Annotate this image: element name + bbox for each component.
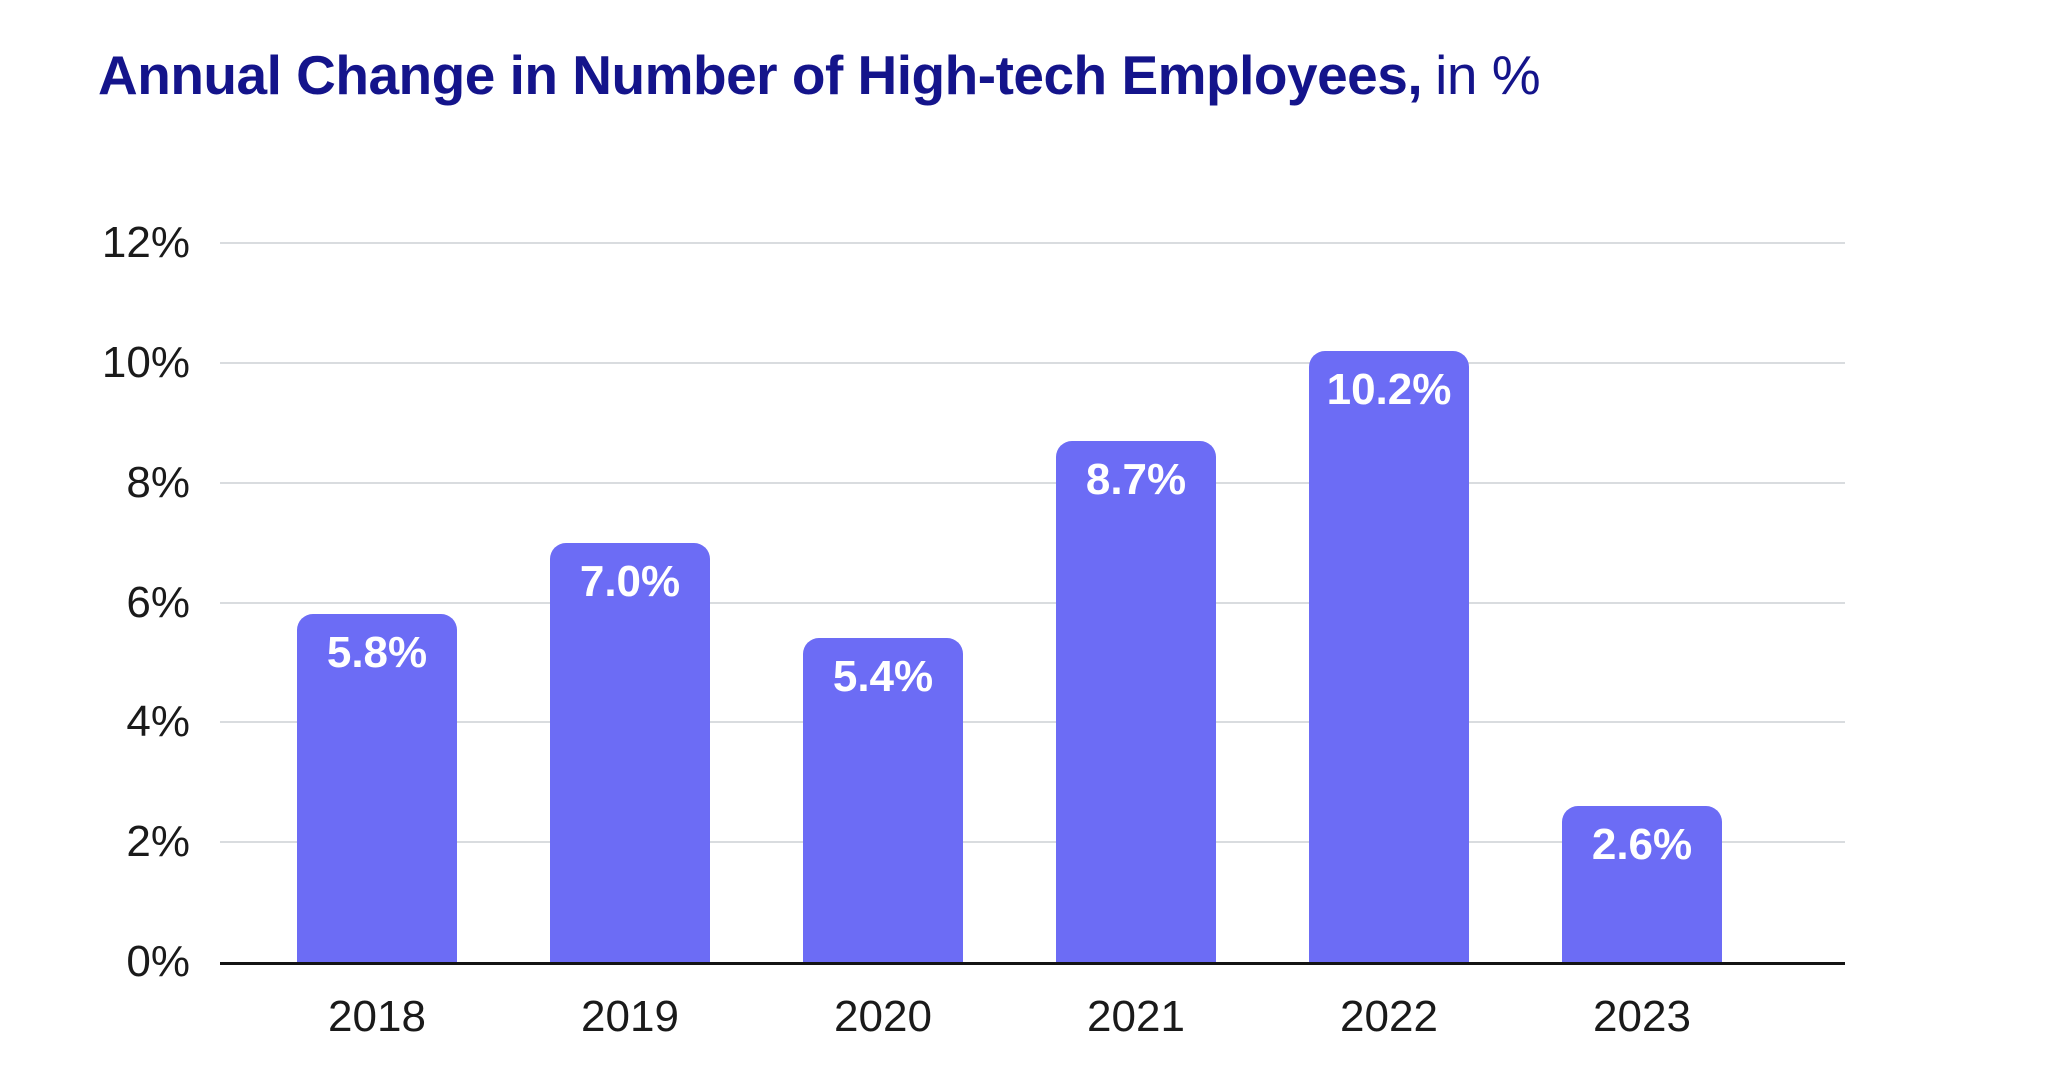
chart-title-suffix: in % — [1435, 44, 1541, 106]
x-tick-label: 2020 — [834, 992, 932, 1041]
bar-value-label: 8.7% — [1085, 454, 1187, 504]
gridline-6% — [220, 601, 1845, 604]
y-tick-label: 2% — [126, 817, 190, 867]
gridline-8% — [220, 481, 1845, 484]
bar-2023: 2.6% — [1562, 806, 1722, 962]
y-tick-label: 10% — [101, 337, 190, 387]
y-tick-label: 12% — [101, 218, 190, 267]
y-tick-label: 6% — [126, 577, 190, 627]
y-tick-label: 0% — [126, 937, 190, 986]
gridline-4% — [220, 721, 1845, 724]
chart-title: Annual Change in Number of High-tech Emp… — [98, 44, 1541, 107]
bar-2019: 7.0% — [550, 542, 710, 962]
y-tick-label: 8% — [126, 457, 190, 507]
gridline-2% — [220, 841, 1845, 844]
bar-2018: 5.8% — [297, 614, 457, 962]
bar-value-label: 5.4% — [832, 652, 934, 702]
bar-value-label: 5.8% — [326, 628, 428, 678]
gridline-12% — [220, 242, 1845, 244]
bar-2020: 5.4% — [803, 638, 963, 962]
x-tick-label: 2021 — [1087, 992, 1185, 1041]
y-tick-label: 4% — [126, 697, 190, 747]
x-tick-label: 2023 — [1593, 992, 1691, 1041]
bar-value-label: 2.6% — [1591, 820, 1693, 870]
x-tick-label: 2022 — [1340, 992, 1438, 1041]
bar-value-label: 7.0% — [579, 556, 681, 606]
x-axis: 2018 2019 2020 2021 2022 2023 — [220, 992, 1845, 1053]
x-tick-label: 2019 — [581, 992, 679, 1041]
bar-2022: 10.2% — [1309, 350, 1469, 962]
plot-area: 5.8% 7.0% 5.4% 8.7% 10.2% 2.6% — [220, 242, 1845, 965]
bar-value-label: 10.2% — [1326, 364, 1452, 414]
x-tick-label: 2018 — [328, 992, 426, 1041]
bar-2021: 8.7% — [1056, 440, 1216, 962]
gridline-10% — [220, 361, 1845, 364]
chart-title-main: Annual Change in Number of High-tech Emp… — [98, 44, 1423, 106]
y-axis: 12% 10% 8% 6% 4% 2% 0% — [0, 221, 190, 984]
